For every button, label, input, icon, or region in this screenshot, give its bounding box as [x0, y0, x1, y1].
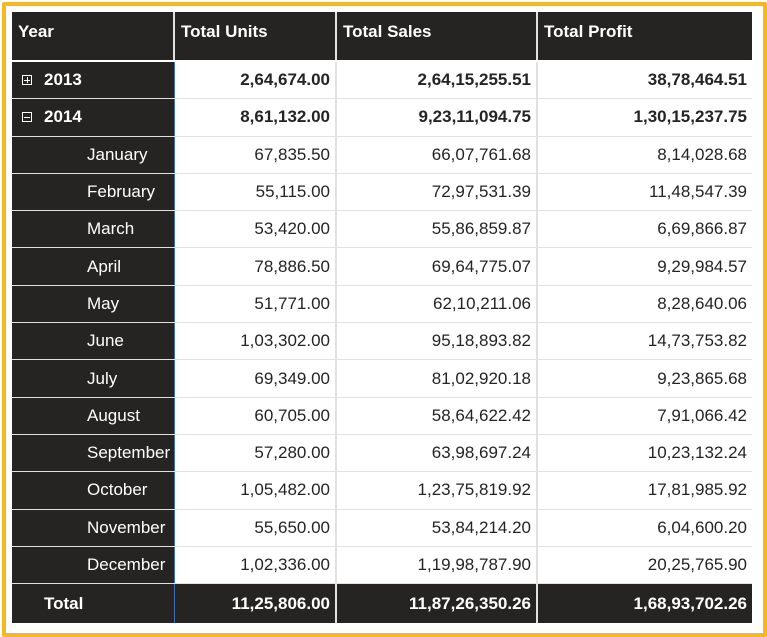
units-cell: 51,771.00 [175, 285, 337, 323]
profit-cell: 11,48,547.39 [649, 182, 747, 202]
sales-cell: 9,23,11,094.75 [337, 99, 538, 136]
units-cell: 8,61,132.00 [175, 99, 337, 136]
sales-cell: 69,64,775.07 [337, 248, 538, 285]
profit-cell: 1,30,15,237.75 [633, 107, 747, 127]
year-row-2013[interactable]: 2013 2,64,674.00 2,64,15,255.51 38,78,46… [12, 62, 752, 100]
total-sales: 11,87,26,350.26 [337, 584, 538, 624]
units-cell: 55,115.00 [175, 173, 337, 211]
profit-cell: 10,23,132.24 [647, 443, 747, 463]
year-row-2014[interactable]: 2014 8,61,132.00 9,23,11,094.75 1,30,15,… [12, 99, 752, 137]
sales-cell: 53,84,214.20 [337, 509, 538, 546]
units-cell: 1,03,302.00 [175, 323, 337, 360]
collapse-icon[interactable] [22, 112, 32, 123]
month-row[interactable]: August 60,705.00 58,64,622.42 7,91,066.42 [12, 397, 752, 435]
matrix-table: Year Total Units Total Sales Total Profi… [12, 12, 752, 624]
units-cell: 1,02,336.00 [175, 546, 337, 584]
month-label: April [12, 248, 175, 285]
units-cell: 78,886.50 [175, 248, 337, 285]
expand-icon[interactable] [22, 75, 32, 86]
sales-cell: 2,64,15,255.51 [337, 62, 538, 99]
profit-cell: 8,14,028.68 [657, 144, 747, 164]
sales-cell: 55,86,859.87 [337, 211, 538, 248]
month-label: October [12, 472, 175, 509]
total-row: Total 11,25,806.00 11,87,26,350.26 1,68,… [12, 584, 752, 624]
units-cell: 67,835.50 [175, 136, 337, 173]
month-row[interactable]: March 53,420.00 55,86,859.87 6,69,866.87 [12, 211, 752, 249]
month-label: November [12, 509, 175, 546]
month-label: September [12, 434, 175, 472]
column-header-total-sales[interactable]: Total Sales [337, 12, 538, 60]
month-label: July [12, 360, 175, 397]
year-label: 2014 [44, 107, 82, 127]
month-label: August [12, 397, 175, 434]
month-row[interactable]: February 55,115.00 72,97,531.39 11,48,547.3… [12, 173, 752, 212]
month-row[interactable]: July 69,349.00 81,02,920.18 9,23,865.68 [12, 360, 752, 398]
profit-cell: 38,78,464.51 [647, 70, 747, 90]
sales-cell: 81,02,920.18 [337, 360, 538, 397]
month-row[interactable]: June 1,03,302.00 95,18,893.82 14,73,753.82 [12, 323, 752, 361]
column-header-total-units[interactable]: Total Units [175, 12, 337, 60]
profit-cell: 8,28,640.06 [657, 293, 747, 313]
column-header-year[interactable]: Year [12, 12, 175, 60]
month-row[interactable]: December 1,02,336.00 1,19,98,787.90 20,25,7… [12, 546, 752, 585]
sales-cell: 62,10,211.06 [337, 285, 538, 323]
month-label: May [12, 285, 175, 323]
month-row[interactable]: April 78,886.50 69,64,775.07 9,29,984.57 [12, 248, 752, 286]
year-label-cell: 2013 [12, 62, 175, 99]
sales-cell: 1,19,98,787.90 [337, 546, 538, 584]
sales-cell: 1,23,75,819.92 [337, 472, 538, 509]
column-header-total-profit[interactable]: Total Profit [538, 12, 752, 60]
month-row[interactable]: October 1,05,482.00 1,23,75,819.92 17,81,98… [12, 472, 752, 510]
profit-cell: 6,04,600.20 [657, 517, 747, 537]
units-cell: 55,650.00 [175, 509, 337, 546]
month-row[interactable]: May 51,771.00 62,10,211.06 8,28,640.06 [12, 285, 752, 324]
profit-cell: 9,29,984.57 [657, 256, 747, 276]
units-cell: 1,05,482.00 [175, 472, 337, 509]
month-label: February [12, 173, 175, 211]
sales-cell: 63,98,697.24 [337, 434, 538, 472]
header-row: Year Total Units Total Sales Total Profi… [12, 12, 752, 62]
sales-cell: 66,07,761.68 [337, 136, 538, 173]
month-label: June [12, 323, 175, 360]
month-row[interactable]: November 55,650.00 53,84,214.20 6,04,600.20 [12, 509, 752, 547]
profit-cell: 20,25,765.90 [647, 555, 747, 574]
units-cell: 2,64,674.00 [175, 62, 337, 99]
year-label-cell: 2014 [12, 99, 175, 136]
profit-cell: 17,81,985.92 [647, 480, 747, 500]
total-profit: 1,68,93,702.26 [538, 584, 752, 624]
month-label: December [12, 546, 175, 584]
units-cell: 69,349.00 [175, 360, 337, 397]
profit-cell: 14,73,753.82 [647, 331, 747, 351]
sales-cell: 58,64,622.42 [337, 397, 538, 434]
month-label: January [12, 136, 175, 173]
year-label: 2013 [44, 70, 82, 90]
total-units: 11,25,806.00 [175, 584, 337, 624]
units-cell: 57,280.00 [175, 434, 337, 472]
month-label: March [12, 211, 175, 248]
month-row[interactable]: January 67,835.50 66,07,761.68 8,14,028.68 [12, 136, 752, 174]
total-label: Total [12, 584, 175, 624]
units-cell: 53,420.00 [175, 211, 337, 248]
profit-cell: 6,69,866.87 [657, 219, 747, 239]
month-row[interactable]: September 57,280.00 63,98,697.24 10,23,132.… [12, 434, 752, 473]
profit-cell: 9,23,865.68 [657, 368, 747, 388]
sales-cell: 95,18,893.82 [337, 323, 538, 360]
profit-cell: 7,91,066.42 [657, 405, 747, 425]
sales-cell: 72,97,531.39 [337, 173, 538, 211]
units-cell: 60,705.00 [175, 397, 337, 434]
